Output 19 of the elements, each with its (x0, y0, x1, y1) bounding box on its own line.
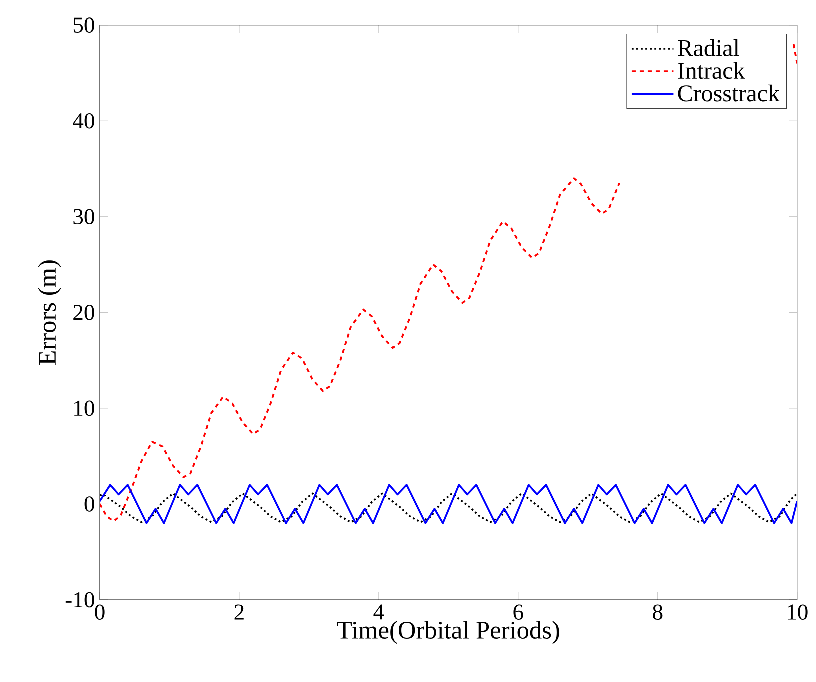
x-axis-title: Time(Orbital Periods) (337, 621, 560, 644)
x-tick-label: 6 (514, 604, 524, 620)
legend-label: Crosstrack (678, 84, 780, 102)
y-tick-label: 30 (74, 209, 94, 225)
y-tick-label: 20 (74, 305, 94, 320)
legend-label: Radial (678, 40, 740, 56)
x-tick-label: 10 (788, 604, 808, 620)
y-tick-label: 40 (73, 113, 94, 129)
y-tick-label: 0 (84, 496, 94, 512)
x-tick-label: 0 (95, 604, 105, 620)
y-tick-label: 10 (74, 400, 94, 416)
y-tick-label: 50 (74, 18, 94, 33)
y-axis-title: Errors (m) (38, 260, 62, 366)
y-tick-label: -10 (66, 592, 94, 608)
x-tick-label: 2 (234, 604, 244, 620)
line-series (100, 484, 798, 524)
x-tick-label: 4 (374, 604, 384, 620)
x-tick-label: 8 (653, 604, 663, 620)
legend-label: Intrack (678, 62, 746, 80)
